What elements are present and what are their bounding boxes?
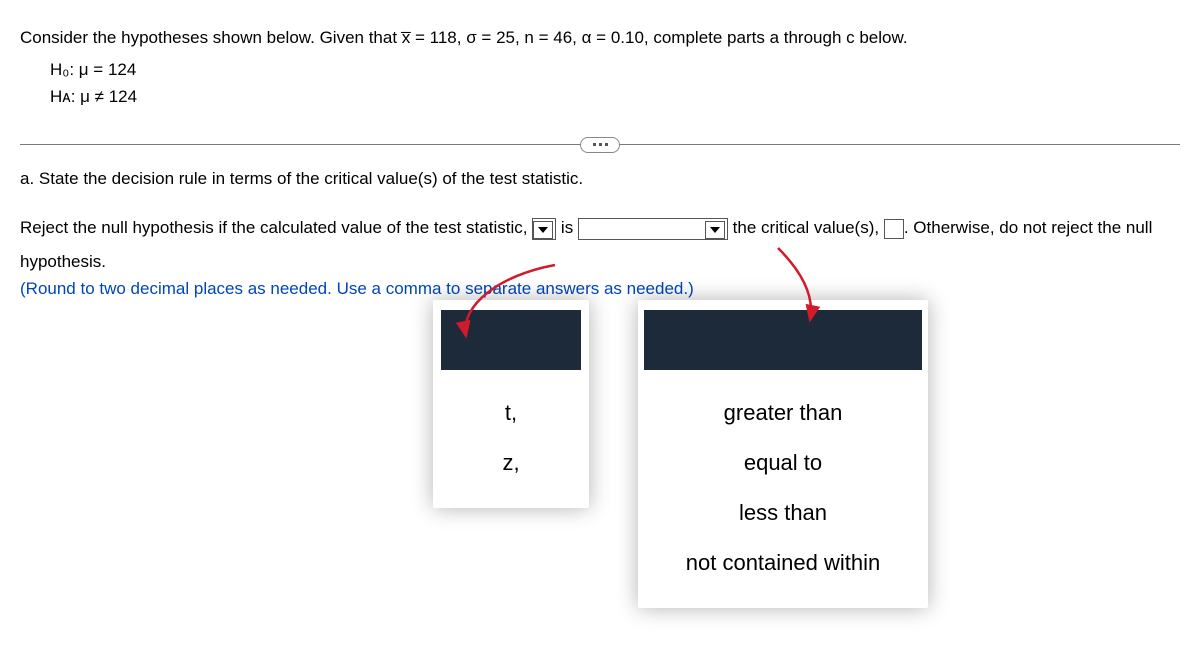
stat-option-t[interactable]: t, (433, 388, 589, 438)
statistic-dropdown[interactable] (532, 218, 556, 240)
problem-statement: Consider the hypotheses shown below. Giv… (20, 28, 1180, 48)
hypothesis-h0: H₀: μ = 124 (50, 56, 1180, 83)
stat-option-z[interactable]: z, (433, 438, 589, 488)
part-a-prompt: a. State the decision rule in terms of t… (20, 169, 1180, 189)
sentence-frag-1: Reject the null hypothesis if the calcul… (20, 218, 527, 237)
stat-option-blank[interactable] (441, 310, 581, 370)
comparison-options-panel: greater than equal to less than not cont… (638, 300, 928, 608)
hypothesis-ha: Hᴀ: μ ≠ 124 (50, 83, 1180, 110)
comparison-dropdown[interactable] (578, 218, 728, 240)
word-is: is (561, 218, 573, 237)
comp-option-equal[interactable]: equal to (638, 438, 928, 488)
comp-option-less[interactable]: less than (638, 488, 928, 538)
comp-option-greater[interactable]: greater than (638, 388, 928, 438)
comp-option-notwithin[interactable]: not contained within (638, 538, 928, 588)
phrase-critical-values: the critical value(s), (733, 218, 879, 237)
critical-value-input[interactable] (884, 219, 904, 239)
ellipsis-pill[interactable] (580, 137, 620, 153)
comp-option-blank[interactable] (644, 310, 922, 370)
sentence-tail: . Otherwise, do not reject the null (904, 218, 1153, 237)
section-divider (20, 144, 1180, 145)
sentence-line-2: hypothesis. (20, 245, 1180, 279)
problem-lead: Consider the hypotheses shown below. Giv… (20, 28, 908, 47)
statistic-options-panel: t, z, (433, 300, 589, 508)
decision-rule-sentence: Reject the null hypothesis if the calcul… (20, 211, 1180, 245)
rounding-instruction: (Round to two decimal places as needed. … (20, 279, 1180, 299)
